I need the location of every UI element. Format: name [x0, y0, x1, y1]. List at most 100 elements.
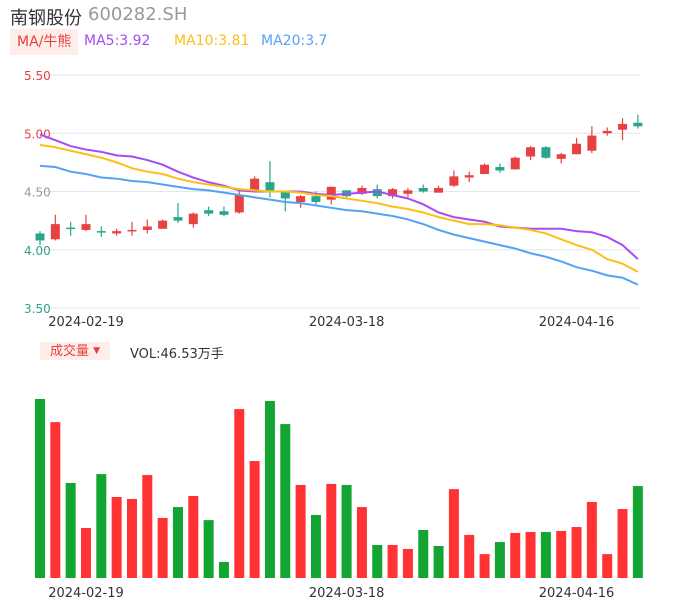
candle-down	[265, 182, 275, 191]
volume-indicator-dropdown[interactable]: 成交量 ▼	[40, 342, 111, 360]
candle-up	[142, 226, 152, 230]
candle-up	[572, 143, 582, 155]
candle-up	[81, 224, 91, 230]
volume-x-tick-label: 2024-03-18	[309, 586, 385, 601]
volume-bar	[295, 484, 306, 578]
volume-bar	[203, 520, 214, 578]
volume-bar	[142, 475, 153, 578]
volume-bar	[50, 422, 61, 578]
candle-down	[372, 189, 382, 197]
volume-bar	[280, 424, 291, 578]
volume-x-tick-label: 2024-04-16	[539, 586, 615, 601]
candle-down	[418, 188, 428, 192]
volume-bar	[479, 554, 490, 578]
candle-up	[296, 196, 306, 202]
volume-bar	[464, 534, 475, 578]
volume-bar	[540, 531, 551, 578]
volume-bar	[80, 528, 91, 578]
candle-down	[495, 167, 505, 171]
candle-down	[219, 211, 229, 215]
volume-bar	[188, 496, 199, 578]
volume-bar	[65, 482, 76, 578]
volume-bar	[586, 501, 597, 578]
volume-bar	[632, 486, 643, 578]
volume-bar	[341, 484, 352, 578]
candle-up	[449, 176, 459, 186]
x-tick-label: 2024-02-19	[48, 315, 124, 330]
candle-up	[587, 135, 597, 151]
stock-name: 南钢股份	[10, 8, 82, 29]
candle-down	[311, 196, 321, 202]
volume-bar	[602, 554, 613, 578]
volume-x-tick-label: 2024-02-19	[48, 586, 124, 601]
candle-up	[464, 175, 474, 178]
volume-bar	[356, 507, 367, 578]
volume-bar	[402, 548, 413, 578]
candle-down	[633, 122, 643, 127]
volume-bar	[571, 527, 582, 578]
candle-down	[280, 191, 290, 199]
candle-up	[403, 190, 413, 194]
volume-bar	[387, 545, 398, 578]
volume-bar	[617, 509, 628, 578]
ma5-line	[39, 133, 639, 260]
candle-up	[50, 224, 60, 240]
candle-up	[326, 186, 336, 200]
candle-up	[250, 178, 260, 191]
volume-bar	[326, 483, 337, 578]
candle-down	[173, 217, 183, 221]
y-tick-label: 5.50	[24, 69, 51, 83]
volume-bar	[249, 461, 260, 578]
candle-down	[66, 227, 76, 230]
candle-up	[480, 164, 490, 175]
candle-up	[112, 231, 122, 234]
candle-up	[602, 130, 612, 134]
x-tick-label: 2024-03-18	[309, 315, 385, 330]
ma10-legend: MA10:3.81	[174, 33, 250, 49]
candle-up	[357, 188, 367, 194]
volume-bar	[556, 530, 567, 578]
volume-bar	[510, 532, 521, 578]
chevron-down-icon: ▼	[93, 346, 101, 356]
candle-up	[434, 188, 444, 193]
candle-down	[541, 147, 551, 158]
volume-bar	[310, 514, 321, 578]
candle-up	[618, 123, 628, 130]
volume-bar	[418, 529, 429, 578]
candle-down	[35, 233, 45, 241]
candle-up	[158, 220, 168, 229]
ma20-line	[39, 164, 639, 286]
volume-bar	[157, 517, 168, 578]
ma20-legend: MA20:3.7	[261, 33, 328, 49]
stock-code: 600282.SH	[88, 4, 188, 25]
y-tick-label: 3.50	[24, 302, 51, 316]
volume-bar	[372, 545, 383, 578]
volume-bar	[448, 489, 459, 578]
ma5-legend: MA5:3.92	[84, 33, 151, 49]
candle-up	[188, 213, 198, 225]
volume-label: 成交量	[50, 344, 90, 359]
y-tick-label: 5.00	[24, 127, 51, 141]
volume-bar	[234, 409, 245, 578]
ma10-line	[39, 143, 639, 273]
volume-bar	[218, 561, 229, 578]
volume-bar	[525, 531, 536, 578]
candle-up	[234, 194, 244, 213]
volume-bar	[433, 545, 444, 578]
candle-up	[526, 147, 536, 157]
volume-readout: VOL:46.53万手	[130, 347, 224, 362]
ma-indicator-button[interactable]: MA/牛熊	[10, 29, 79, 55]
volume-bar	[494, 542, 505, 578]
volume-bar	[172, 507, 183, 578]
y-tick-label: 4.50	[24, 186, 51, 200]
candle-down	[96, 231, 106, 233]
volume-bar	[126, 498, 137, 578]
candle-up	[510, 157, 520, 170]
volume-bar	[264, 400, 275, 578]
candle-down	[204, 210, 214, 214]
candle-up	[388, 189, 398, 197]
y-tick-label: 4.00	[24, 244, 51, 258]
volume-bar	[96, 474, 107, 578]
